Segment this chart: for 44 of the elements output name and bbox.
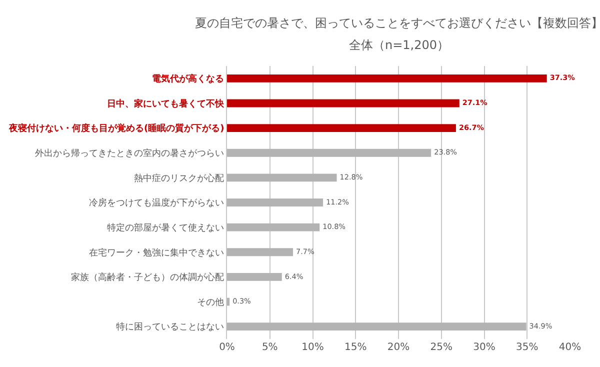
x-tick-label: 20% — [387, 342, 410, 353]
bar — [227, 248, 294, 256]
bar — [227, 174, 337, 182]
x-tick-label: 40% — [558, 342, 582, 353]
y-tick-label: 夜寝付けない・何度も目が覚める(睡眠の質が下がる) — [8, 123, 224, 134]
data-label: 6.4% — [284, 272, 304, 281]
data-label: 23.8% — [434, 148, 458, 157]
x-tick-label: 30% — [473, 342, 496, 353]
y-tick-label: 特定の部屋が暑くて使えない — [107, 222, 224, 234]
bar — [227, 272, 282, 281]
x-tick-label: 0% — [219, 342, 235, 353]
y-tick-label: 電気代が高くなる — [152, 74, 224, 85]
bar — [227, 148, 432, 157]
y-tick-label: 在宅ワーク・勉強に集中できない — [89, 247, 224, 258]
y-tick-label: 日中、家にいても暑くて不快 — [107, 98, 226, 110]
data-label: 27.1% — [462, 98, 488, 108]
y-tick-label: 冷房をつけても温度が下がらない — [89, 198, 224, 209]
x-tick-label: 35% — [516, 342, 538, 353]
bar — [227, 322, 526, 331]
data-label: 26.7% — [458, 122, 484, 132]
y-tick-label: 熱中症のリスクが心配 — [134, 172, 224, 184]
data-label: 7.7% — [296, 246, 314, 256]
x-tick-label: 15% — [344, 342, 367, 353]
chart-title: 夏の自宅での暑さで、困っていることをすべてお選びください【複数回答】 — [195, 16, 600, 30]
chart-subtitle: 全体（n=1,200） — [349, 38, 450, 52]
y-tick-label: その他 — [197, 296, 224, 308]
y-tick-label: 外出から帰ってきたときの室内の暑さがつらい — [35, 148, 224, 160]
bar — [227, 198, 324, 206]
data-label: 37.3% — [550, 73, 575, 82]
data-label: 0.3% — [232, 296, 252, 306]
y-tick-label: 特に困っていることはない — [116, 322, 224, 333]
bar — [227, 99, 460, 108]
x-tick-label: 10% — [302, 342, 324, 353]
x-tick-label: 5% — [262, 342, 278, 353]
data-label: 10.8% — [322, 222, 346, 232]
y-tick-label: 家族（高齢者・子ども）の体調が心配 — [71, 272, 224, 284]
data-label: 11.2% — [326, 197, 350, 206]
data-label: 34.9% — [529, 321, 552, 330]
data-label: 12.8% — [340, 172, 363, 182]
x-tick-label: 25% — [430, 342, 452, 353]
bar — [227, 124, 456, 132]
bar — [227, 298, 230, 306]
bar — [227, 223, 320, 232]
bar — [227, 74, 547, 82]
